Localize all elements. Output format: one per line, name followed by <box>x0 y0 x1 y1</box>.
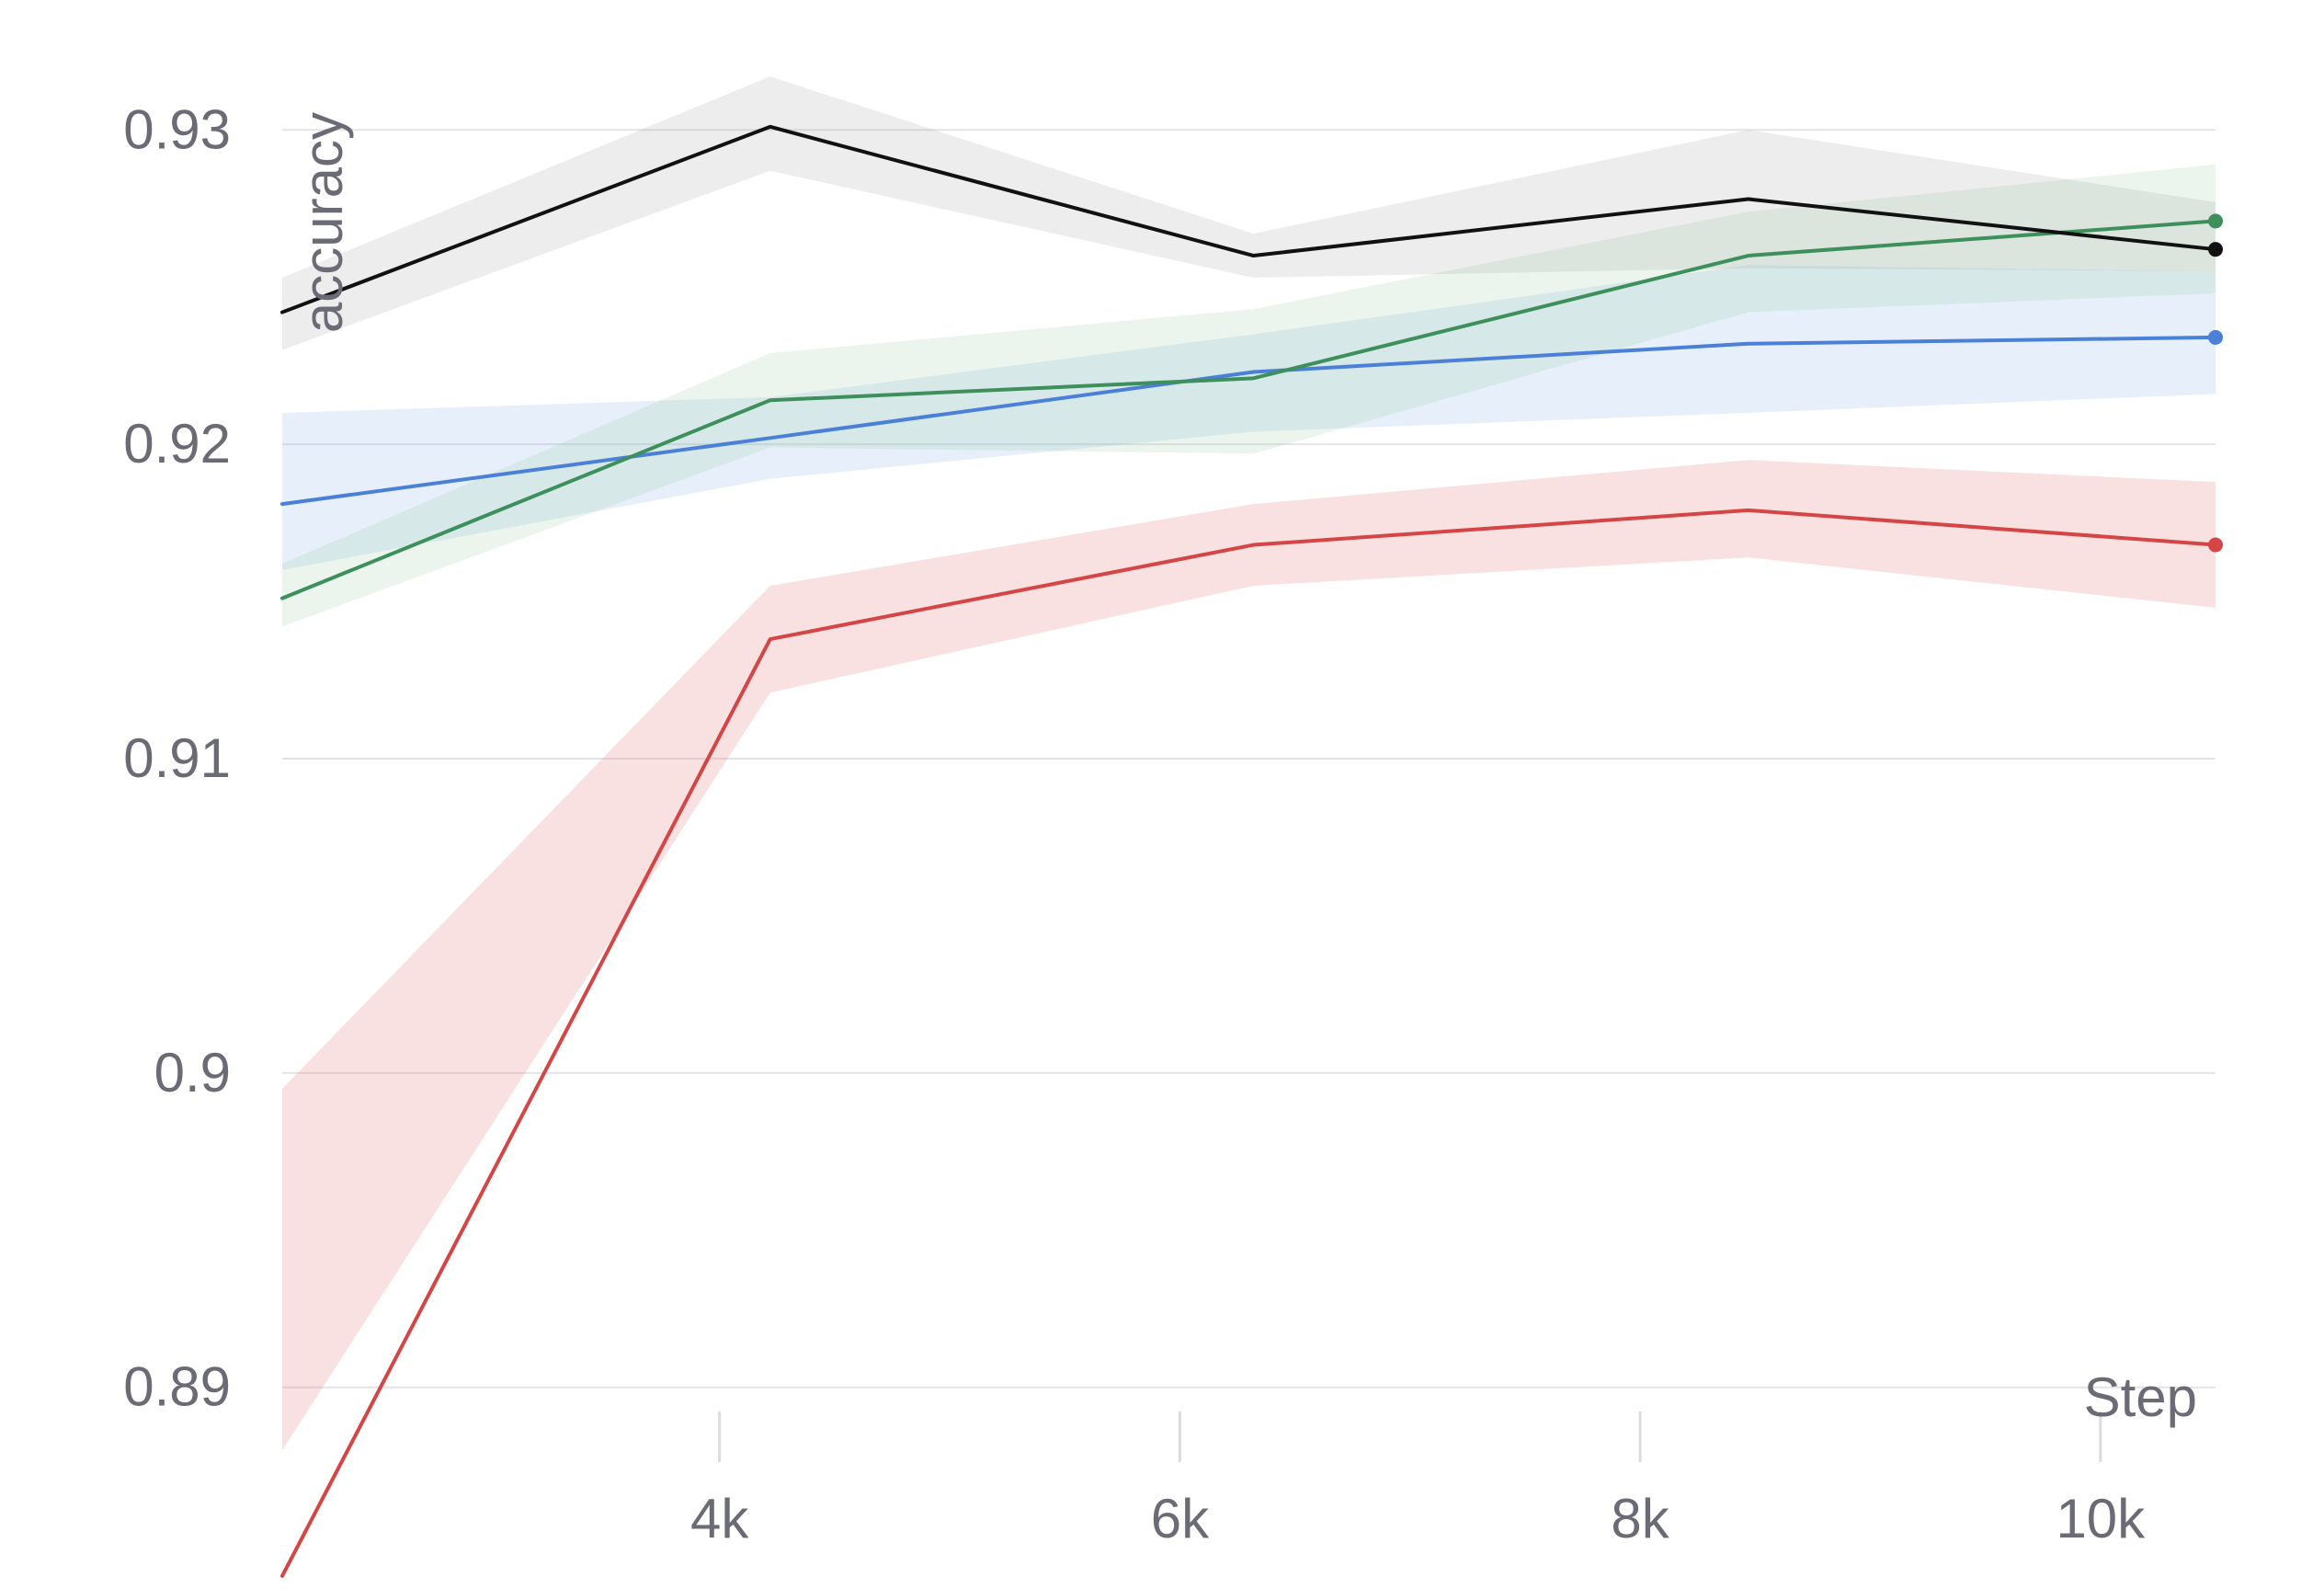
x-tick-label: 6k <box>1151 1488 1210 1549</box>
y-tick-label: 0.91 <box>123 727 231 789</box>
x-tick-label: 4k <box>690 1488 749 1549</box>
series-4-endpoint[interactable] <box>2208 242 2223 257</box>
series-3-band <box>282 164 2216 627</box>
series-2-band <box>282 265 2216 570</box>
y-tick-label: 0.92 <box>123 413 231 474</box>
grid-layer <box>282 129 2216 1389</box>
y-tick-label: 0.9 <box>154 1042 231 1103</box>
y-axis-title: accuracy <box>292 112 354 333</box>
series-1-endpoint[interactable] <box>2208 537 2223 553</box>
x-axis-title: Step <box>2084 1366 2197 1428</box>
series-3-endpoint[interactable] <box>2208 213 2223 229</box>
series-1-line[interactable] <box>280 508 2217 1578</box>
y-tick-label: 0.89 <box>123 1356 231 1418</box>
series-lines <box>280 124 2217 1578</box>
series-endpoints <box>2208 213 2223 553</box>
series-3-line[interactable] <box>280 219 2217 600</box>
series-2-line[interactable] <box>280 335 2217 507</box>
x-tick-label: 8k <box>1611 1488 1669 1549</box>
confidence-bands <box>282 76 2216 1451</box>
y-tick-label: 0.93 <box>123 98 231 160</box>
series-4-band <box>282 76 2216 350</box>
series-4-line[interactable] <box>280 124 2217 314</box>
x-tick-label: 10k <box>2056 1488 2146 1549</box>
series-1-band <box>282 460 2216 1451</box>
axes: 0.89 0.9 0.91 0.92 0.93 4k 6k 8k 10k <box>123 98 2146 1549</box>
series-2-endpoint[interactable] <box>2208 329 2223 345</box>
